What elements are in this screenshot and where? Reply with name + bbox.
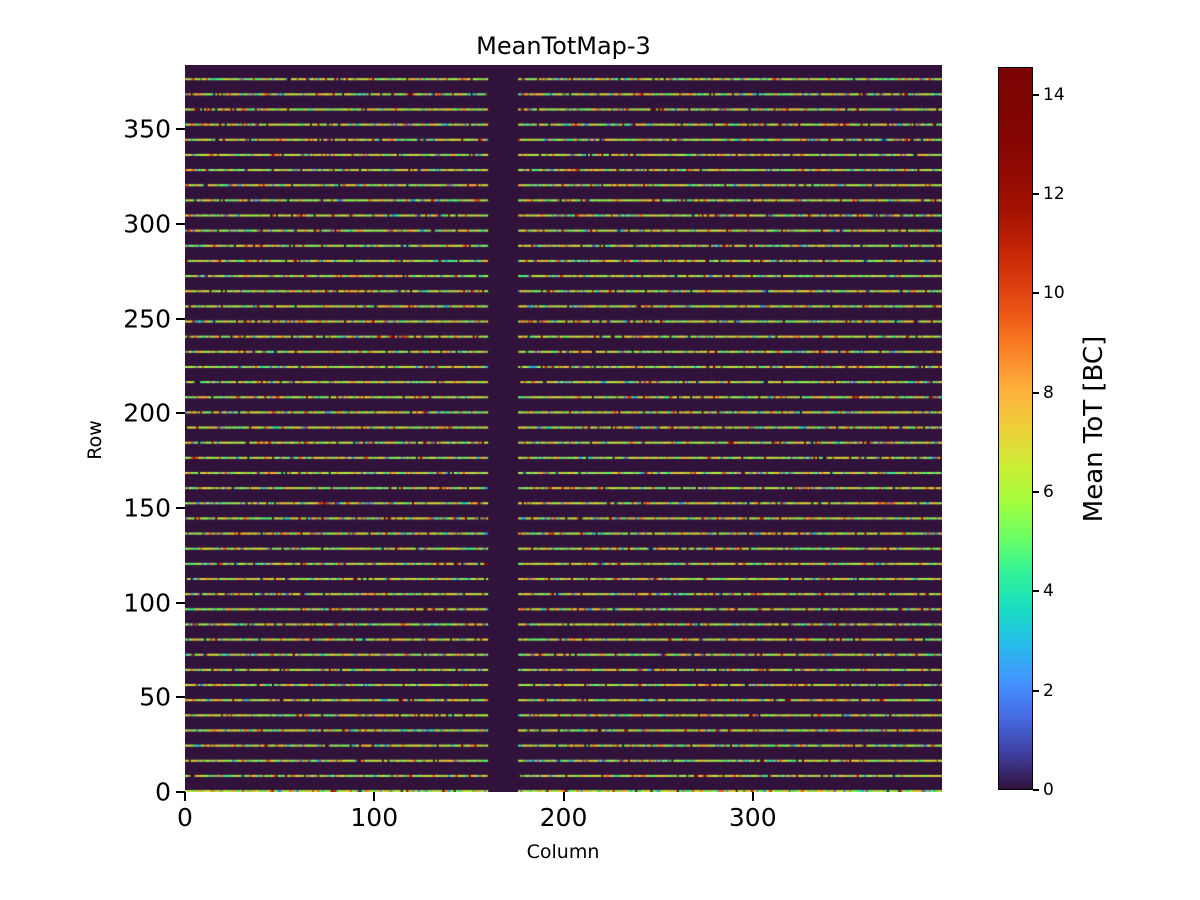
y-tick-150-mark xyxy=(176,507,185,510)
y-tick-250-label: 250 xyxy=(123,304,171,334)
colorbar-tick-12-label: 12 xyxy=(1043,184,1065,205)
y-tick-200-label: 200 xyxy=(123,398,171,428)
x-tick-200-label: 200 xyxy=(539,803,588,832)
x-tick-100-mark xyxy=(373,792,376,801)
y-tick-300-label: 300 xyxy=(123,209,171,239)
y-tick-250-mark xyxy=(176,317,185,320)
y-tick-50-label: 50 xyxy=(139,682,171,712)
colorbar-tick-14-mark xyxy=(1033,93,1039,96)
y-tick-350-label: 350 xyxy=(123,114,171,144)
y-tick-150-label: 150 xyxy=(123,493,171,523)
plot-title: MeanTotMap-3 xyxy=(476,32,651,60)
colorbar-tick-2-mark xyxy=(1033,689,1039,692)
x-axis-label: Column xyxy=(526,841,600,863)
heatmap-image xyxy=(185,65,942,792)
colorbar-tick-0-mark xyxy=(1033,789,1039,791)
x-tick-300-mark xyxy=(751,792,754,801)
colorbar-tick-8-label: 8 xyxy=(1043,382,1054,403)
x-tick-100-label: 100 xyxy=(350,803,399,832)
colorbar-tick-4-mark xyxy=(1033,590,1039,593)
colorbar-tick-0-label: 0 xyxy=(1043,780,1054,800)
colorbar-tick-4-label: 4 xyxy=(1043,581,1054,602)
y-axis-label: Row xyxy=(84,420,106,460)
y-tick-300-mark xyxy=(176,223,185,226)
colorbar-label: Mean ToT [BC] xyxy=(1079,335,1109,523)
colorbar-tick-12-mark xyxy=(1033,193,1039,196)
y-tick-100-label: 100 xyxy=(123,588,171,618)
colorbar-tick-14-label: 14 xyxy=(1043,84,1065,105)
colorbar-tick-6-mark xyxy=(1033,491,1039,494)
y-tick-200-mark xyxy=(176,412,185,415)
y-tick-350-mark xyxy=(176,128,185,131)
x-tick-300-label: 300 xyxy=(728,803,777,832)
y-tick-100-mark xyxy=(176,601,185,604)
colorbar-tick-6-label: 6 xyxy=(1043,482,1054,503)
y-tick-0-mark xyxy=(176,791,185,793)
colorbar-tick-10-label: 10 xyxy=(1043,283,1065,304)
y-tick-50-mark xyxy=(176,696,185,699)
x-tick-200-mark xyxy=(562,792,565,801)
x-tick-0-mark xyxy=(184,792,186,801)
x-tick-0-label: 0 xyxy=(177,803,193,832)
colorbar xyxy=(998,67,1033,790)
y-tick-0-label: 0 xyxy=(155,777,171,807)
colorbar-tick-10-mark xyxy=(1033,292,1039,295)
colorbar-tick-8-mark xyxy=(1033,391,1039,394)
colorbar-tick-2-label: 2 xyxy=(1043,680,1054,701)
